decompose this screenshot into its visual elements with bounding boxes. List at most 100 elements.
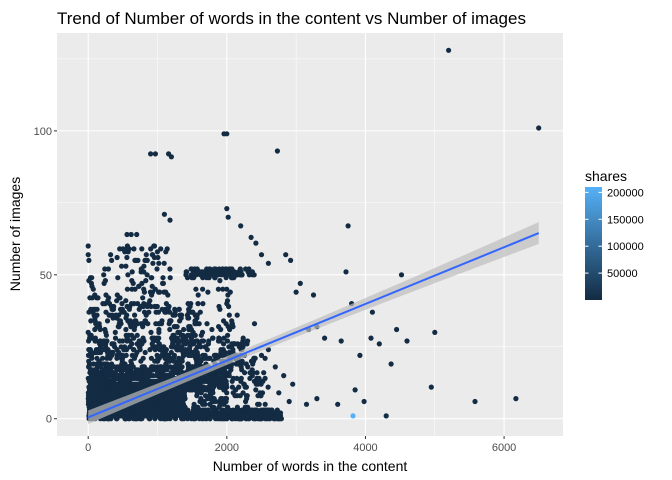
data-point [383,413,389,419]
data-point [251,378,257,384]
data-point [152,151,158,157]
data-point [100,355,106,361]
data-point [147,347,153,353]
legend-label: 100000 [607,241,644,253]
data-point [217,278,223,284]
data-point [104,318,111,324]
data-point [148,329,154,335]
data-point [185,410,191,416]
data-point [119,301,125,307]
data-point [174,324,180,330]
data-point [176,347,182,353]
data-point [376,341,382,347]
data-point [158,246,164,252]
data-point [265,260,271,266]
data-point [156,321,162,327]
data-point [94,306,100,312]
data-point [198,344,204,350]
data-point [293,289,299,295]
data-point [102,266,108,272]
data-point [103,390,109,396]
data-point [156,260,162,266]
data-point [160,280,166,286]
data-point [251,321,258,327]
data-point [262,401,268,407]
data-point [248,410,254,416]
data-point [241,407,247,413]
data-point [97,393,103,399]
data-point [128,231,134,238]
data-point [202,344,208,350]
data-point [224,298,231,304]
data-point [149,292,155,298]
data-point [195,292,201,298]
data-point [95,349,101,356]
data-point [236,344,242,350]
data-point [178,332,184,338]
data-point [116,295,122,301]
y-axis: 0 50 100 [34,126,57,426]
data-point [231,272,237,278]
data-point [95,387,101,393]
data-point [274,148,280,154]
data-point [258,352,265,358]
data-point [179,364,185,370]
data-point [141,410,147,416]
data-point [197,381,203,387]
data-point [151,243,158,249]
data-point [227,326,233,333]
data-point [151,413,157,419]
data-point [178,410,184,416]
data-point [253,387,259,393]
data-point [303,401,310,407]
data-point [148,275,154,281]
data-point [90,286,96,292]
data-point [238,375,244,381]
data-point [116,410,123,416]
data-point [142,349,148,356]
data-point [404,338,410,344]
data-point [123,352,129,358]
data-point [189,338,195,344]
data-point [226,373,232,379]
data-point [90,361,96,367]
data-point [128,358,134,364]
data-point [472,398,478,405]
data-point [123,315,129,321]
y-axis-title: Number of images [7,177,23,291]
data-point [394,326,400,333]
data-point [297,280,303,286]
data-point [140,295,146,301]
data-point [221,413,227,419]
data-point [187,384,193,390]
legend-colorbar [585,187,602,300]
data-point [168,349,174,356]
data-point [216,303,222,310]
data-point [217,413,223,419]
data-point [94,355,100,361]
data-point [176,306,182,312]
data-point [223,398,229,405]
data-point [148,355,154,361]
data-point [178,338,184,344]
data-point [156,329,162,335]
data-point [226,349,232,356]
data-point [125,272,131,278]
data-point [157,289,163,295]
data-point [209,326,215,333]
data-point [154,303,160,310]
data-point [85,375,91,381]
trend-layer [87,222,540,425]
data-point [227,289,233,295]
data-point [229,384,235,390]
data-point [183,338,190,344]
data-point [171,344,177,350]
data-point [513,396,519,402]
data-point [209,375,216,381]
data-point [123,390,130,396]
data-point [129,278,135,284]
data-point [123,298,129,304]
data-point [116,349,122,356]
data-point [184,275,191,281]
